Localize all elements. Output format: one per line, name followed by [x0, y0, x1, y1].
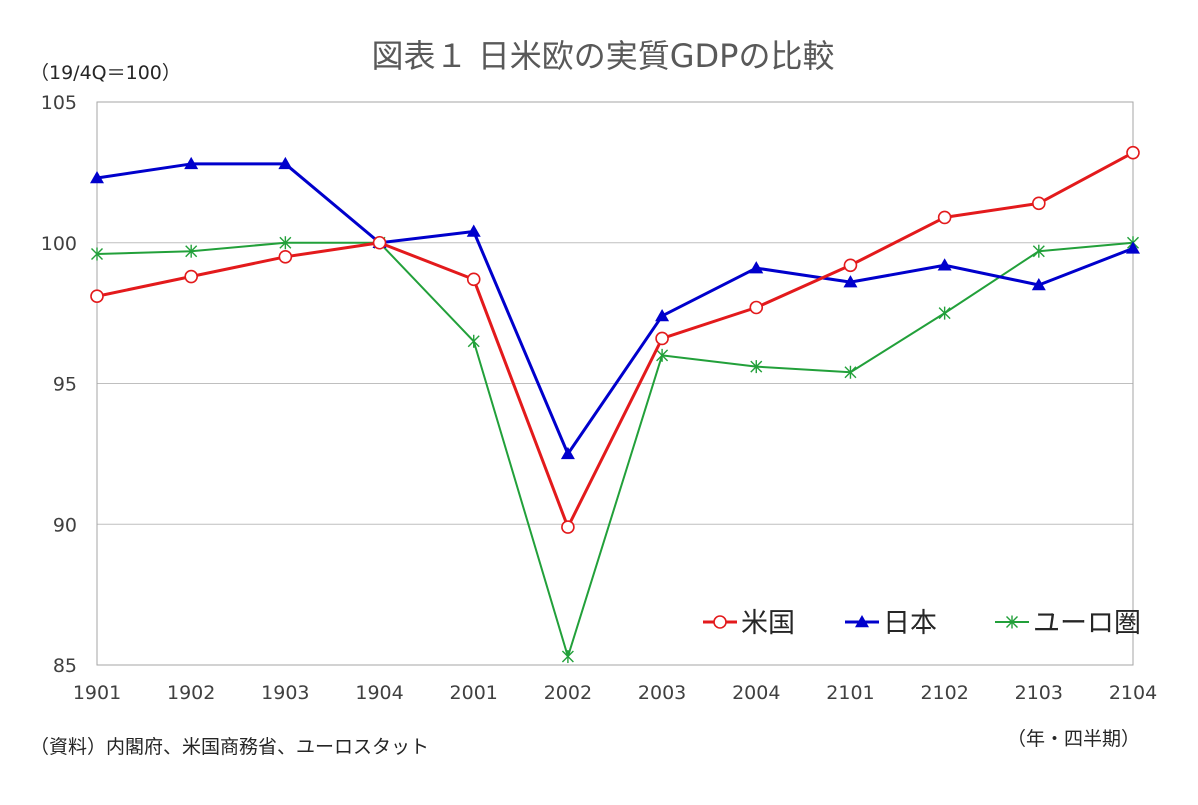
- y-tick-label: 100: [41, 233, 77, 255]
- data-point: [184, 156, 199, 170]
- x-tick-label: 1904: [355, 682, 403, 704]
- legend-item: 米国: [703, 608, 795, 639]
- data-point: [1126, 145, 1140, 160]
- plot-area-frame: [96, 101, 1134, 666]
- x-tick-label: 2004: [732, 682, 780, 704]
- series-2: [91, 236, 1139, 664]
- data-point: [843, 258, 858, 273]
- x-tick-label: 1903: [261, 682, 309, 704]
- data-point: [655, 308, 670, 322]
- data-point: [278, 250, 293, 264]
- data-point: [560, 446, 575, 460]
- x-tick-label: 2102: [920, 682, 968, 704]
- data-point: [278, 156, 293, 170]
- x-axis-label: （年・四半期）: [1007, 728, 1140, 750]
- data-point: [937, 258, 952, 271]
- series-line: [96, 241, 1134, 658]
- data-point: [185, 244, 198, 258]
- data-point: [655, 331, 669, 346]
- y-axis-unit-label: （19/4Q＝100）: [30, 62, 181, 84]
- data-point: [1032, 244, 1045, 258]
- series-1: [90, 156, 1140, 460]
- data-point: [467, 334, 480, 348]
- data-point: [1032, 196, 1046, 211]
- y-axis-ticks: 85 90 95 100 105: [41, 92, 77, 677]
- data-point: [844, 365, 857, 379]
- series-line: [96, 151, 1134, 529]
- x-tick-label: 1902: [167, 682, 215, 704]
- x-tick-label: 1901: [73, 682, 121, 704]
- legend-item: ユーロ圏: [995, 608, 1141, 639]
- data-point: [843, 275, 858, 288]
- series-group: [90, 145, 1140, 664]
- x-tick-label: 2103: [1015, 682, 1063, 704]
- x-tick-label: 2104: [1109, 682, 1157, 704]
- series-line: [96, 162, 1134, 456]
- data-point: [466, 272, 481, 287]
- data-point: [561, 520, 575, 534]
- series-0: [90, 145, 1140, 534]
- data-point: [937, 210, 952, 225]
- legend-label: 米国: [741, 608, 795, 639]
- data-point: [184, 269, 198, 284]
- data-point: [749, 300, 764, 315]
- legend-item: 日本: [845, 608, 937, 639]
- chart-title: 図表１ 日米欧の実質GDPの比較: [372, 37, 835, 75]
- data-point: [1031, 277, 1046, 291]
- data-point: [90, 171, 104, 184]
- source-note: （資料）内閣府、米国商務省、ユーロスタット: [30, 736, 429, 758]
- x-tick-label: 2002: [544, 682, 592, 704]
- legend-marker: [855, 615, 869, 628]
- legend-marker: [713, 615, 727, 629]
- x-tick-label: 2001: [450, 682, 498, 704]
- data-point: [90, 289, 104, 304]
- data-point: [466, 224, 481, 237]
- y-tick-label: 95: [53, 374, 77, 396]
- y-tick-label: 90: [53, 514, 77, 536]
- legend-label: ユーロ圏: [1033, 608, 1141, 639]
- data-point: [279, 236, 292, 250]
- data-point: [938, 306, 951, 320]
- data-point: [372, 235, 387, 250]
- legend-label: 日本: [883, 608, 937, 639]
- data-point: [749, 261, 764, 274]
- x-tick-label: 2003: [638, 682, 686, 704]
- data-point: [750, 360, 763, 374]
- legend-marker: [1006, 615, 1018, 629]
- data-point: [1126, 241, 1140, 254]
- y-tick-label: 105: [41, 92, 77, 114]
- y-tick-label: 85: [53, 655, 77, 677]
- data-point: [91, 247, 103, 261]
- x-axis-ticks: 1901 1902 1903 1904 2001 2002 2003 2004 2101 2102…: [73, 682, 1157, 704]
- data-point: [656, 348, 669, 362]
- legend: 米国 日本 ユーロ圏: [703, 608, 1141, 639]
- data-point: [561, 650, 574, 664]
- x-tick-label: 2101: [826, 682, 874, 704]
